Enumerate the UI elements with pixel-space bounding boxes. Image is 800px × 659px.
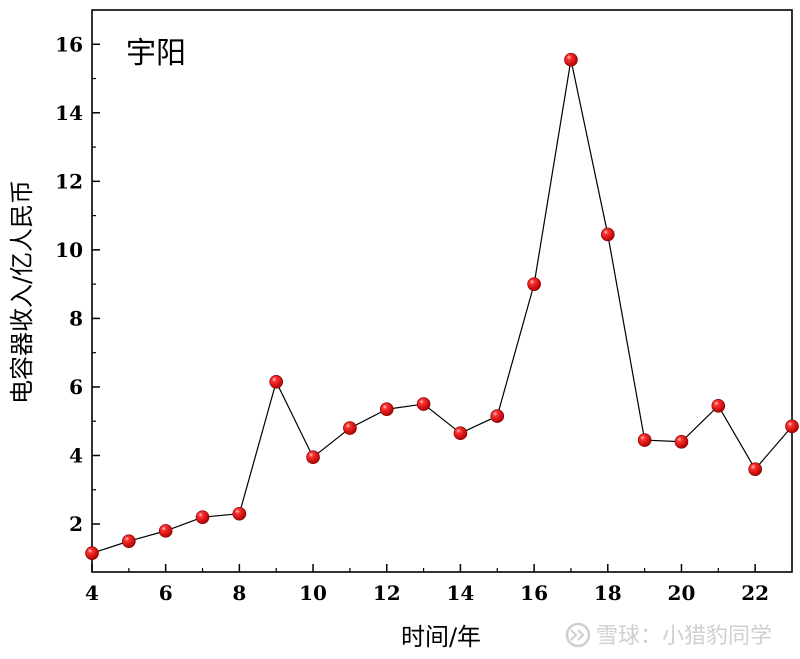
x-tick-label: 6 <box>159 581 173 605</box>
data-point <box>122 534 136 548</box>
data-point <box>785 419 799 434</box>
y-tick-label: 2 <box>69 512 83 536</box>
x-tick-label: 8 <box>232 581 246 605</box>
data-points <box>85 52 799 560</box>
data-point <box>158 524 173 538</box>
y-tick-label: 12 <box>55 169 83 193</box>
plot-area <box>91 9 793 573</box>
data-point <box>527 277 541 291</box>
data-point <box>306 450 320 465</box>
data-point <box>343 421 357 435</box>
data-point <box>490 409 505 423</box>
x-tick-label: 18 <box>594 581 622 605</box>
x-tick-label: 20 <box>668 581 696 605</box>
data-point <box>416 397 431 411</box>
data-point <box>195 510 210 524</box>
watermark: 雪球：小猎豹同学 <box>565 622 772 649</box>
axis-frame <box>91 9 793 573</box>
data-point <box>232 506 247 521</box>
y-tick-label: 8 <box>69 306 83 330</box>
x-tick-label: 12 <box>373 581 401 605</box>
data-point <box>85 546 99 560</box>
series-line-group <box>91 59 793 554</box>
x-tick-label: 22 <box>741 581 769 605</box>
y-tick-label: 16 <box>55 32 83 56</box>
data-point <box>453 426 468 441</box>
y-tick-label: 4 <box>69 443 83 467</box>
data-point <box>600 227 615 242</box>
x-tick-label: 10 <box>299 581 327 605</box>
data-point <box>379 402 394 417</box>
data-point <box>711 398 726 413</box>
y-tick-label: 10 <box>55 238 83 262</box>
snowball-logo-icon <box>565 622 591 648</box>
y-tick-label: 14 <box>55 101 83 125</box>
x-tick-label: 4 <box>85 581 99 605</box>
chart-title: 宇阳 <box>126 36 186 71</box>
data-point <box>637 433 652 447</box>
series-line <box>91 59 793 554</box>
y-axis-label: 电容器收入/亿人民币 <box>8 180 36 404</box>
x-axis-label: 时间/年 <box>401 623 481 651</box>
snowball-logo-mark <box>570 629 585 641</box>
y-tick-label: 6 <box>69 375 83 399</box>
x-tick-label: 14 <box>446 581 474 605</box>
x-tick-label: 16 <box>520 581 548 605</box>
data-point <box>748 462 762 476</box>
data-point <box>564 52 578 67</box>
data-point <box>269 375 284 389</box>
watermark-text: 雪球：小猎豹同学 <box>596 624 772 649</box>
data-point <box>674 434 689 449</box>
